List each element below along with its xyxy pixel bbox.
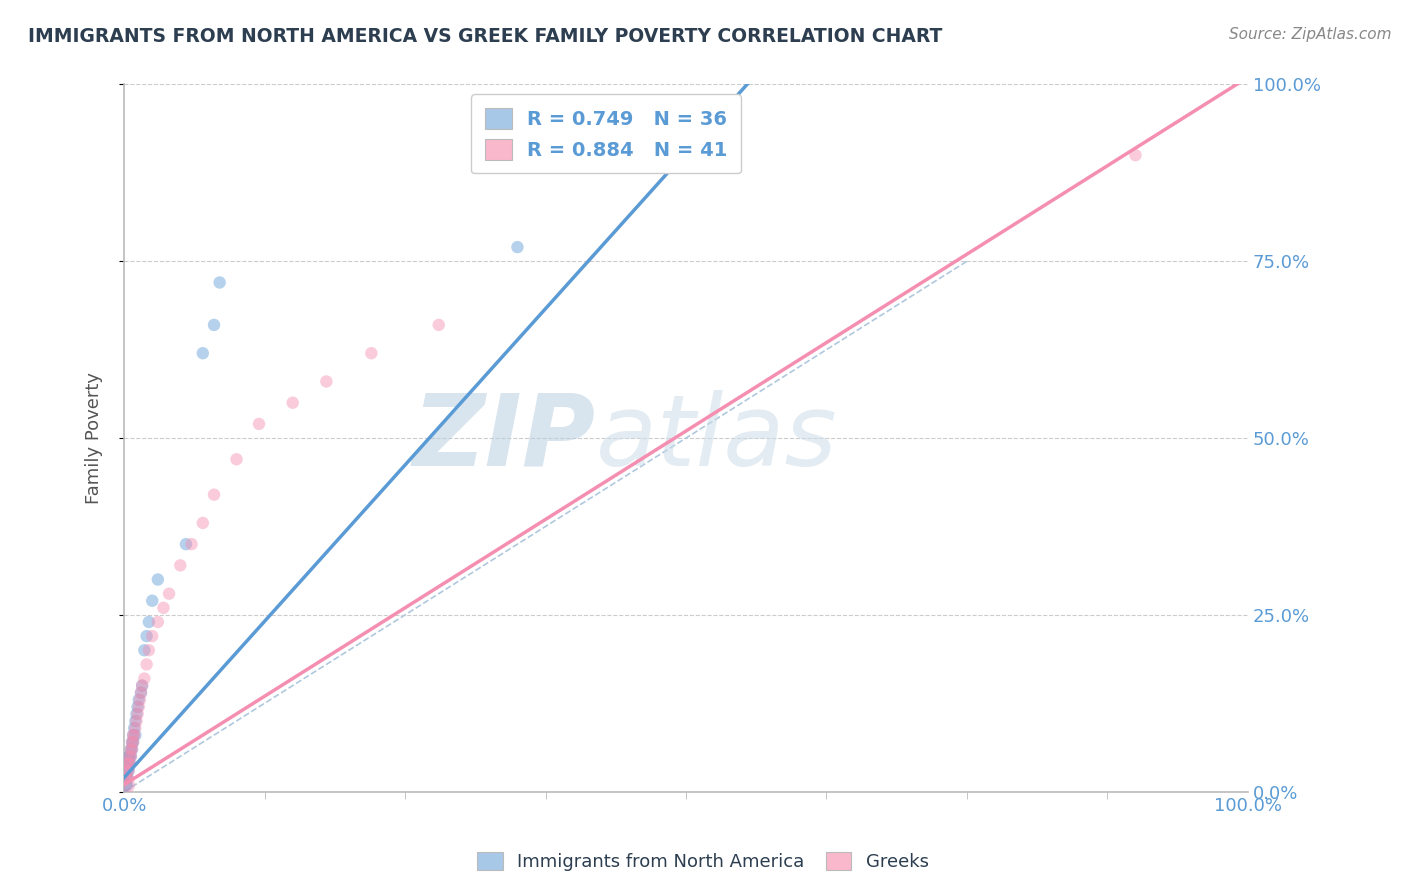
Point — [247, 417, 270, 431]
Point — [117, 756, 139, 771]
Point — [174, 537, 197, 551]
Point — [125, 706, 148, 721]
Point — [127, 706, 149, 721]
Point — [122, 721, 145, 735]
Point — [124, 728, 146, 742]
Point — [122, 735, 145, 749]
Point — [121, 742, 143, 756]
Point — [315, 375, 337, 389]
Point — [121, 735, 143, 749]
Point — [122, 728, 145, 742]
Legend: R = 0.749   N = 36, R = 0.884   N = 41: R = 0.749 N = 36, R = 0.884 N = 41 — [471, 95, 741, 174]
Text: atlas: atlas — [596, 390, 838, 486]
Point — [118, 749, 141, 764]
Point — [120, 742, 142, 756]
Point — [225, 452, 247, 467]
Point — [114, 778, 136, 792]
Text: ZIP: ZIP — [413, 390, 596, 486]
Text: Source: ZipAtlas.com: Source: ZipAtlas.com — [1229, 27, 1392, 42]
Point — [169, 558, 191, 573]
Y-axis label: Family Poverty: Family Poverty — [86, 372, 103, 504]
Point — [118, 756, 141, 771]
Point — [129, 686, 152, 700]
Point — [131, 679, 153, 693]
Point — [117, 771, 139, 785]
Point — [281, 395, 304, 409]
Point — [124, 714, 146, 728]
Point — [360, 346, 382, 360]
Point — [135, 629, 157, 643]
Point — [157, 587, 180, 601]
Point — [128, 692, 150, 706]
Point — [128, 699, 150, 714]
Point — [121, 735, 143, 749]
Point — [131, 679, 153, 693]
Point — [138, 643, 160, 657]
Point — [117, 756, 139, 771]
Point — [202, 318, 225, 332]
Point — [134, 672, 156, 686]
Point — [135, 657, 157, 672]
Point — [652, 112, 675, 127]
Point — [1125, 148, 1147, 162]
Point — [115, 771, 138, 785]
Point — [152, 600, 174, 615]
Point — [506, 240, 529, 254]
Point — [125, 714, 148, 728]
Point — [118, 756, 141, 771]
Point — [202, 488, 225, 502]
Point — [120, 749, 142, 764]
Point — [427, 318, 450, 332]
Point — [120, 749, 142, 764]
Point — [117, 764, 139, 778]
Point — [191, 346, 214, 360]
Point — [180, 537, 202, 551]
Point — [117, 764, 139, 778]
Point — [122, 735, 145, 749]
Point — [114, 778, 136, 792]
Text: IMMIGRANTS FROM NORTH AMERICA VS GREEK FAMILY POVERTY CORRELATION CHART: IMMIGRANTS FROM NORTH AMERICA VS GREEK F… — [28, 27, 942, 45]
Point — [128, 692, 150, 706]
Point — [146, 573, 169, 587]
Point — [138, 615, 160, 629]
Point — [121, 742, 143, 756]
Point — [122, 728, 145, 742]
Point — [117, 764, 139, 778]
Legend: Immigrants from North America, Greeks: Immigrants from North America, Greeks — [470, 845, 936, 879]
Point — [115, 764, 138, 778]
Point — [134, 643, 156, 657]
Point — [191, 516, 214, 530]
Point — [117, 771, 139, 785]
Point — [118, 749, 141, 764]
Point — [120, 742, 142, 756]
Point — [117, 749, 139, 764]
Point — [115, 778, 138, 792]
Point — [122, 728, 145, 742]
Point — [208, 276, 231, 290]
Point — [117, 756, 139, 771]
Point — [127, 699, 149, 714]
Point — [141, 593, 163, 607]
Point — [146, 615, 169, 629]
Point — [117, 756, 139, 771]
Point — [115, 771, 138, 785]
Point — [124, 721, 146, 735]
Point — [141, 629, 163, 643]
Point — [129, 686, 152, 700]
